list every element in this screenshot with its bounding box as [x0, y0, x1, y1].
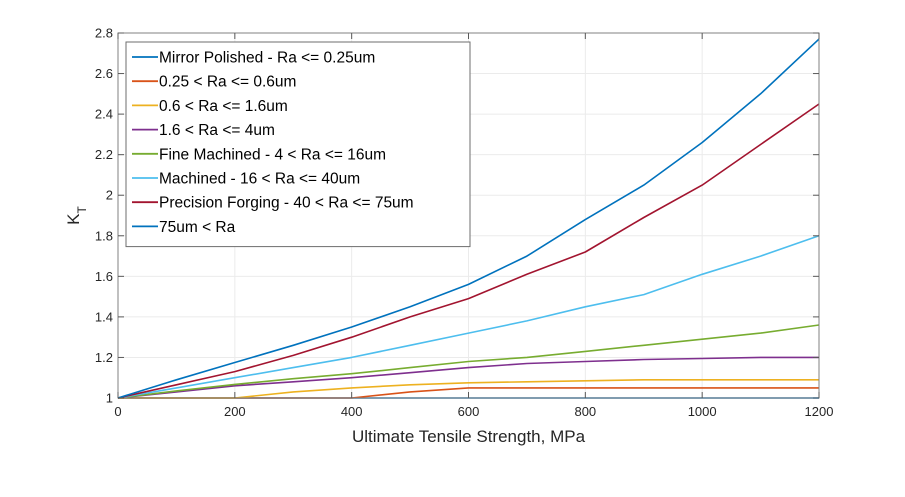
legend: Mirror Polished - Ra <= 0.25um 0.25 < Ra … [125, 41, 471, 248]
legend-item: Precision Forging - 40 < Ra <= 75um [132, 195, 414, 212]
y-tick-label: 2.2 [95, 147, 113, 162]
x-tick-label: 0 [114, 404, 121, 419]
y-axis-label: KT [64, 206, 89, 225]
y-tick-label: 2.4 [95, 107, 113, 122]
legend-item: Machined - 16 < Ra <= 40um [132, 171, 360, 188]
legend-label: Precision Forging - 40 < Ra <= 75um [159, 195, 414, 212]
legend-item: Fine Machined - 4 < Ra <= 16um [132, 146, 386, 163]
x-tick-label: 200 [224, 404, 246, 419]
y-tick-label: 2.8 [95, 26, 113, 41]
y-tick-label: 1 [106, 391, 113, 406]
series-line-4 [117, 324, 820, 399]
legend-label: 75um < Ra [159, 219, 236, 236]
legend-label: 0.6 < Ra <= 1.6um [159, 98, 288, 115]
x-axis-label: Ultimate Tensile Strength, MPa [352, 427, 586, 446]
legend-label: Machined - 16 < Ra <= 40um [159, 171, 360, 188]
y-tick-label: 1.4 [95, 309, 113, 324]
legend-box [125, 41, 471, 248]
y-tick-label: 1.6 [95, 269, 113, 284]
legend-label: Mirror Polished - Ra <= 0.25um [159, 50, 375, 67]
series-line-6 [117, 103, 820, 399]
legend-item: 1.6 < Ra <= 4um [132, 122, 275, 139]
x-tick-label: 600 [458, 404, 480, 419]
legend-item: 75um < Ra [132, 219, 236, 236]
legend-label: 0.25 < Ra <= 0.6um [159, 74, 296, 91]
y-axis-label-main: K [64, 213, 83, 225]
legend-item: Mirror Polished - Ra <= 0.25um [132, 50, 375, 67]
series-line-7 [117, 38, 820, 399]
legend-label: Fine Machined - 4 < Ra <= 16um [159, 146, 386, 163]
legend-item: 0.25 < Ra <= 0.6um [132, 74, 296, 91]
y-tick-label: 2 [106, 188, 113, 203]
x-tick-label: 1200 [805, 404, 834, 419]
x-tick-label: 400 [341, 404, 363, 419]
legend-item: 0.6 < Ra <= 1.6um [132, 98, 288, 115]
y-tick-label: 2.6 [95, 66, 113, 81]
ticks [117, 32, 820, 399]
series-line-3 [117, 356, 819, 399]
series-line-5 [117, 235, 820, 399]
legend-label: 1.6 < Ra <= 4um [159, 122, 275, 139]
x-tick-label: 1000 [688, 404, 717, 419]
y-tick-label: 1.2 [95, 350, 113, 365]
y-axis-label-subscript: T [75, 206, 89, 214]
tick-labels: 0 200 400 600 800 1000 1200 1 1.2 1.4 1.6 1.8 2 2.2 2.… [95, 26, 834, 420]
x-tick-label: 800 [574, 404, 596, 419]
y-tick-label: 1.8 [95, 228, 113, 243]
